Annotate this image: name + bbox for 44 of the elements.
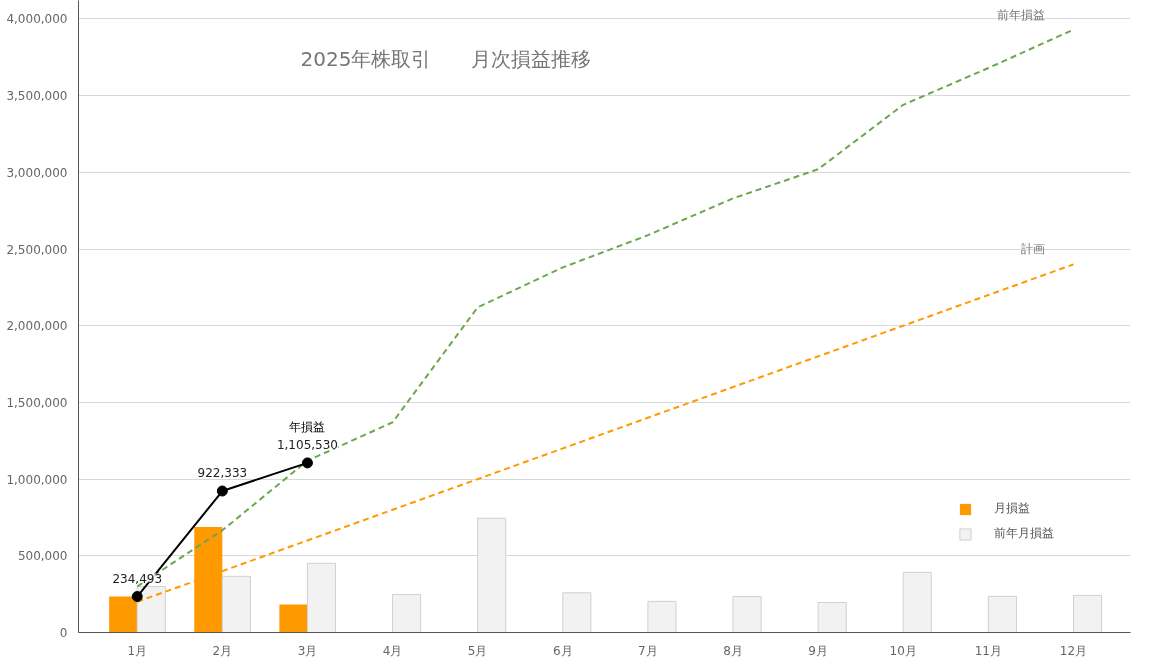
point	[131, 591, 143, 603]
x-tick-label: 8月	[723, 643, 743, 658]
bar	[279, 604, 308, 633]
y-tick-label: 0	[59, 626, 68, 640]
x-tick-label: 11月	[974, 643, 1003, 658]
y-tick-label: 1,000,000	[6, 472, 68, 487]
y-tick-label: 2,500,000	[6, 242, 68, 257]
legend-label: 前年月損益	[994, 525, 1054, 542]
x-tick-label: 6月	[552, 643, 573, 658]
bar	[1072, 594, 1103, 633]
bar	[647, 600, 677, 633]
text: 年損益	[289, 419, 326, 434]
bar	[817, 601, 847, 633]
text: 2025年株取引 月次損益推移	[300, 46, 592, 71]
y-tick-label: 1,500,000	[6, 395, 68, 410]
x-tick-label: 9月	[808, 643, 828, 658]
bar	[562, 592, 592, 633]
legend-label: 月損益	[994, 500, 1030, 517]
x-tick-label: 2月	[212, 643, 233, 658]
x-tick-label: 1月	[127, 643, 148, 658]
data-label: 1,105,530	[276, 437, 338, 452]
x-tick-label: 4月	[382, 643, 403, 658]
y-tick-label: 500,000	[17, 549, 68, 564]
bar	[987, 595, 1017, 633]
y-tick-label: 2,000,000	[6, 319, 68, 334]
x-tick-label: 12月	[1059, 643, 1088, 658]
data-label: 922,333	[197, 466, 248, 481]
series-label: 前年損益	[997, 7, 1046, 22]
y-tick-label: 3,000,000	[6, 165, 68, 180]
x-tick-label: 3月	[297, 643, 318, 658]
series-label: 計画	[1021, 242, 1046, 257]
x-tick-label: 10月	[889, 643, 917, 658]
point	[301, 457, 313, 469]
data-label: 234,493	[112, 571, 163, 586]
bar	[732, 595, 762, 633]
y-tick-label: 4,000,000	[6, 12, 68, 27]
bar	[902, 571, 932, 633]
bar	[306, 562, 337, 633]
bar	[221, 575, 251, 633]
point	[216, 485, 228, 497]
y-tick-label: 3,500,000	[6, 89, 68, 104]
x-tick-label: 5月	[467, 643, 488, 658]
bar	[392, 593, 422, 633]
x-tick-label: 7月	[638, 643, 658, 658]
